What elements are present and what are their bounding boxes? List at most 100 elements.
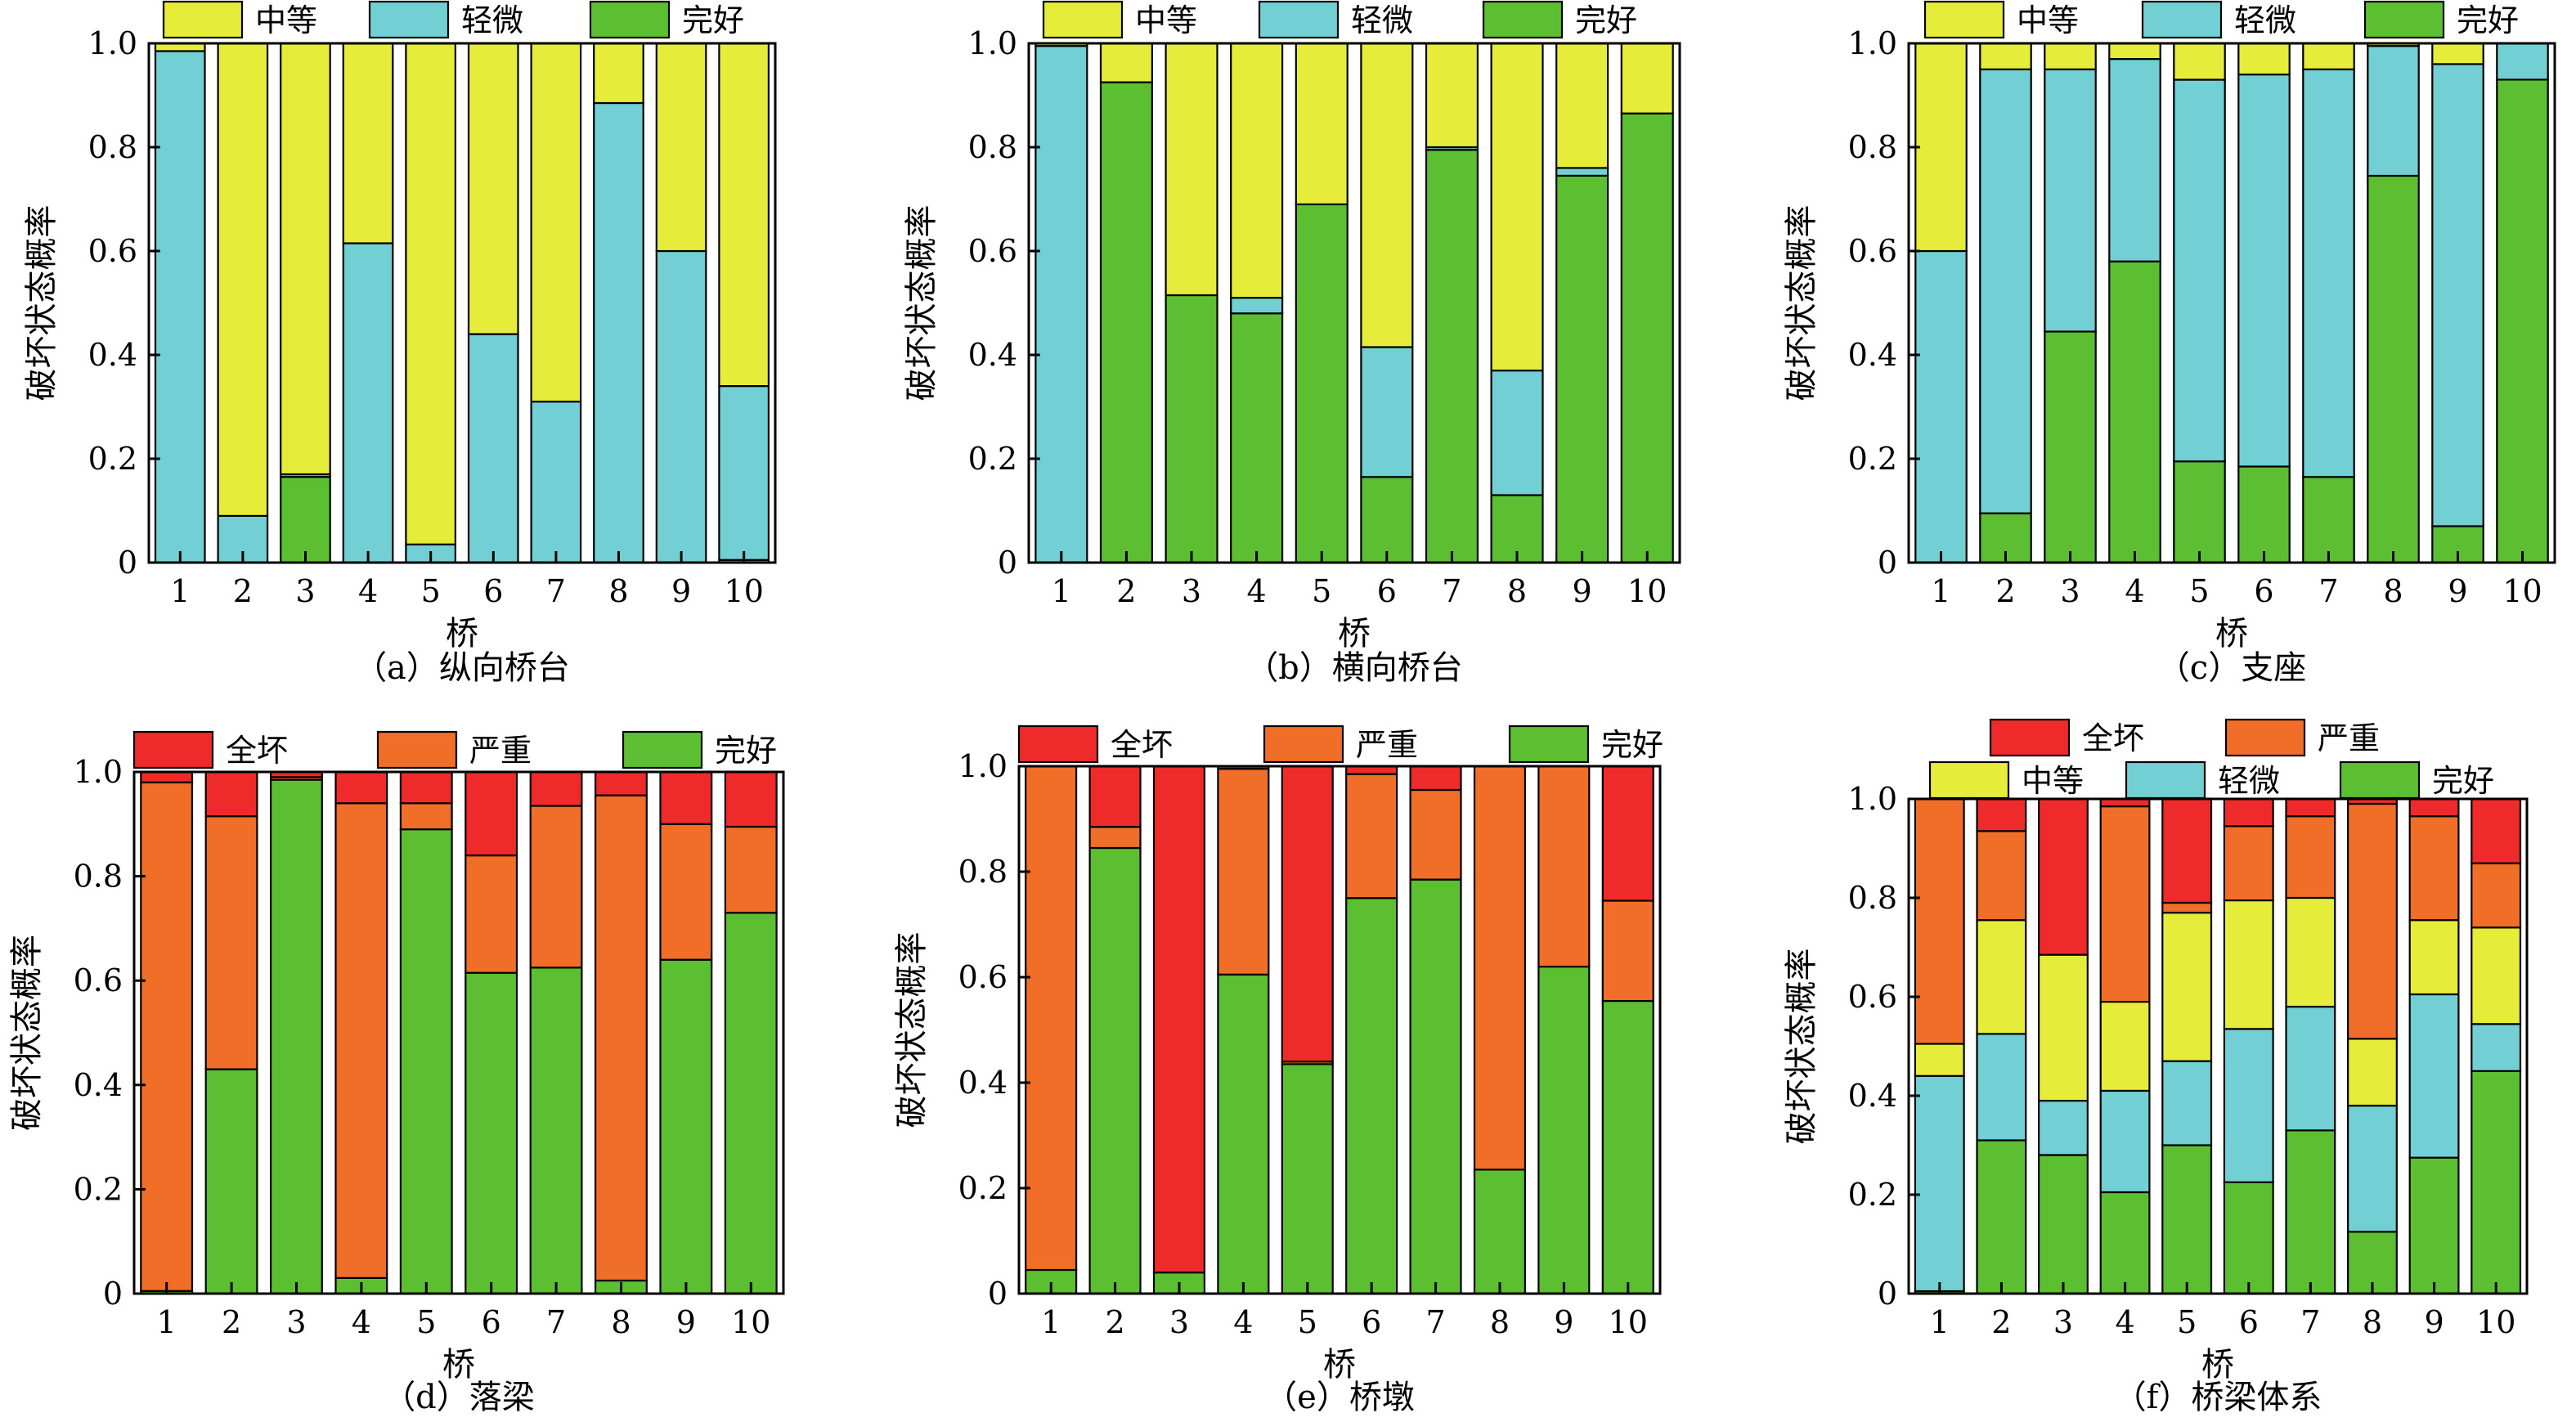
legend-swatch-zhongdeng [1042, 0, 1124, 39]
chart-panel-4: 0 0.2 0.4 0.6 0.8 1.0 1 2 3 4 5 6 7 8 9 10 桥 破坏状态概率 全坏 严重 完好… [8, 730, 785, 1416]
x-tick-label: 2 [1991, 1304, 2011, 1340]
bar-segment-quanhuai-3 [1152, 765, 1206, 1274]
x-tick-label: 4 [358, 573, 378, 609]
bar-segment-yanzhong-10 [1601, 899, 1654, 1003]
x-tick-label: 9 [1573, 573, 1592, 609]
x-tick-label: 6 [1377, 573, 1397, 609]
plot-frame [1017, 765, 1662, 1295]
x-tick-label: 6 [2254, 573, 2273, 609]
chart-panel-3: 0 0.2 0.4 0.6 0.8 1.0 1 2 3 4 5 6 7 8 9 10 桥 破坏状态概率 中等 轻微 完好… [1783, 0, 2556, 687]
y-tick-label: 0.8 [1848, 880, 1897, 916]
y-tick-label: 0.6 [1848, 233, 1897, 269]
bar-segment-zhongdeng-7 [1425, 42, 1479, 149]
bar-segment-qingwei-3 [2038, 1099, 2089, 1156]
bar-segment-wanhao-5 [399, 828, 453, 1295]
legend-label-yanzhong: 严重 [469, 733, 532, 769]
x-tick-label: 1 [1041, 1304, 1061, 1340]
bar-segment-wanhao-3 [280, 476, 331, 564]
bar-segment-quanhuai-10 [1601, 765, 1654, 902]
bar-segment-wanhao-5 [2161, 1144, 2213, 1295]
y-tick-label: 0.8 [958, 854, 1008, 890]
bar-segment-zhongdeng-6 [2237, 42, 2291, 76]
bar-segment-qingwei-7 [2285, 1005, 2336, 1132]
x-tick-label: 8 [2383, 573, 2403, 609]
bar-segment-zhongdeng-10 [718, 42, 770, 388]
bar-segment-wanhao-2 [1088, 846, 1142, 1295]
x-axis-label: 桥 [2215, 615, 2248, 653]
bar-segment-zhongdeng-10 [1620, 42, 1674, 114]
y-tick-label: 0.2 [1848, 441, 1897, 477]
x-tick-label: 5 [416, 1304, 436, 1340]
bar-segment-wanhao-6 [464, 971, 518, 1295]
x-tick-label: 9 [671, 573, 691, 609]
bar-segment-qingwei-2 [1976, 1033, 2027, 1142]
y-tick-label: 0.2 [968, 441, 1017, 477]
bar-segment-quanhuai-2 [1976, 797, 2027, 832]
y-tick-label: 0.4 [74, 1067, 123, 1103]
x-tick-label: 7 [2318, 573, 2338, 609]
panel-caption: （b）横向桥台 [1245, 649, 1463, 687]
bar-segment-zhongdeng-7 [530, 42, 582, 403]
x-tick-label: 10 [2502, 573, 2542, 609]
x-tick-label: 3 [286, 1304, 306, 1340]
bar-segment-wanhao-7 [2285, 1129, 2336, 1295]
x-tick-label: 1 [1052, 573, 1071, 609]
bar-segment-wanhao-7 [1409, 878, 1462, 1295]
legend-swatch-quanhuai [1017, 724, 1099, 764]
x-tick-label: 2 [1995, 573, 2015, 609]
bar-segment-zhongdeng-8 [1490, 42, 1544, 372]
bar-segment-yanzhong-10 [724, 825, 778, 914]
legend-swatch-wanhao [622, 730, 703, 769]
bar-segment-wanhao-7 [1425, 149, 1479, 564]
bar-segment-quanhuai-1 [140, 770, 194, 783]
bar-segment-qingwei-1 [154, 50, 206, 564]
bar-segment-zhongdeng-8 [2347, 1038, 2398, 1107]
y-tick-label: 1.0 [1848, 25, 1897, 61]
bar-segment-quanhuai-7 [529, 770, 583, 807]
bar-segment-wanhao-3 [1165, 294, 1218, 564]
bar-segment-qingwei-4 [342, 242, 394, 564]
y-tick-label: 0.4 [1848, 1078, 1897, 1114]
bar-segment-quanhuai-3 [2038, 797, 2089, 956]
chart-panel-5: 0 0.2 0.4 0.6 0.8 1.0 1 2 3 4 5 6 7 8 9 10 桥 破坏状态概率 全坏 严重 完好… [893, 724, 1663, 1416]
bar-segment-wanhao-10 [2471, 1070, 2522, 1295]
bar-segment-qingwei-8 [593, 101, 644, 564]
legend-swatch-qingwei [1258, 0, 1340, 39]
bar-segment-qingwei-1 [1914, 1074, 1965, 1293]
bar-segment-qingwei-7 [530, 401, 582, 564]
x-tick-label: 10 [1627, 573, 1667, 609]
bar-segment-wanhao-4 [2108, 260, 2161, 564]
y-tick-label: 0.4 [968, 337, 1017, 373]
bar-segment-quanhuai-8 [594, 770, 648, 796]
legend-label-zhongdeng: 中等 [2017, 2, 2079, 38]
legend-swatch-zhongdeng [1928, 760, 2010, 800]
bar-segment-qingwei-8 [2347, 1104, 2398, 1233]
bar-segment-wanhao-2 [1099, 81, 1154, 564]
bar-segment-wanhao-9 [2408, 1156, 2460, 1295]
legend-label-wanhao: 完好 [1575, 2, 1637, 38]
x-tick-label: 4 [1233, 1304, 1253, 1340]
bar-segment-wanhao-8 [1473, 1169, 1527, 1295]
legend-label-wanhao: 完好 [1601, 727, 1663, 763]
bar-segment-zhongdeng-7 [2302, 42, 2355, 70]
bar-segment-qingwei-10 [2471, 1023, 2522, 1072]
bar-segment-qingwei-9 [655, 249, 707, 564]
legend-swatch-qingwei [368, 0, 450, 39]
chart-panel-6: 0 0.2 0.4 0.6 0.8 1.0 1 2 3 4 5 6 7 8 9 10 桥 破坏状态概率 全坏 严重中等… [1783, 718, 2529, 1416]
bar-segment-quanhuai-7 [2285, 797, 2336, 818]
y-axis-label: 破坏状态概率 [1783, 949, 1820, 1145]
legend-label-qingwei: 轻微 [2218, 763, 2280, 799]
bar-segment-yanzhong-4 [2099, 805, 2151, 1003]
x-tick-label: 5 [421, 573, 441, 609]
bar-segment-wanhao-3 [2038, 1154, 2089, 1295]
bar-segment-yanzhong-7 [1409, 788, 1462, 881]
y-tick-label: 1.0 [958, 748, 1008, 784]
bar-segment-zhongdeng-5 [1295, 42, 1349, 205]
bar-segment-yanzhong-8 [594, 794, 648, 1282]
legend-label-wanhao: 完好 [2457, 2, 2519, 38]
bar-segment-qingwei-7 [2302, 68, 2355, 478]
bar-segment-quanhuai-10 [724, 770, 778, 828]
y-tick-label: 0 [1878, 1276, 1897, 1312]
x-tick-label: 7 [546, 1304, 566, 1340]
legend-swatch-qingwei [2125, 760, 2206, 800]
